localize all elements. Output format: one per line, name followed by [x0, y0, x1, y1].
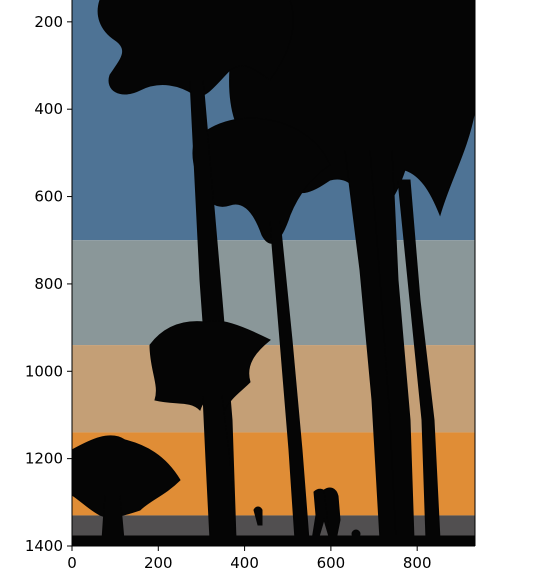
- x-tick-label: 200: [144, 554, 173, 572]
- x-tick-label: 600: [317, 554, 346, 572]
- color-band-2: [72, 345, 475, 433]
- ground: [72, 535, 475, 546]
- small-palm-center: [149, 320, 271, 412]
- y-tick-label: 1000: [25, 362, 63, 380]
- y-tick-label: 400: [34, 100, 63, 118]
- bottom-left-palm: [72, 435, 181, 518]
- y-axis-ticks: 200 400 600 800 1000 1200 1400: [25, 13, 72, 555]
- bottom-left-palm-trunk: [101, 494, 125, 541]
- image-area: [72, 0, 475, 546]
- x-tick-label: 800: [403, 554, 432, 572]
- y-tick-label: 1200: [25, 450, 63, 468]
- y-tick-label: 1400: [25, 537, 63, 555]
- person-silhouette-3: [253, 506, 263, 526]
- person-silhouette-2: [323, 487, 341, 541]
- x-axis-ticks: 0 200 400 600 800: [67, 546, 432, 572]
- x-tick-label: 400: [230, 554, 259, 572]
- x-tick-label: 0: [67, 554, 77, 572]
- y-tick-label: 200: [34, 13, 63, 31]
- y-tick-label: 600: [34, 188, 63, 206]
- left-palm-canopy: [97, 0, 294, 97]
- palm-silhouettes: [72, 0, 475, 546]
- y-tick-label: 800: [34, 275, 63, 293]
